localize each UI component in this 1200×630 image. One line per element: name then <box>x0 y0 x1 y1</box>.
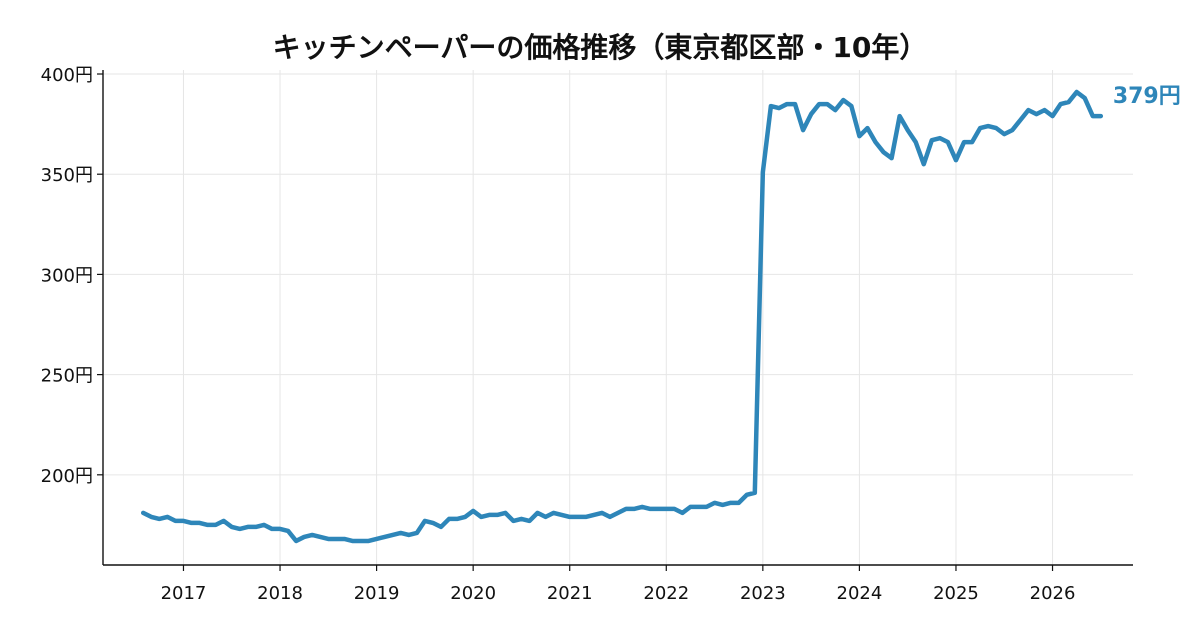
axes <box>102 70 1133 566</box>
x-tick-label: 2022 <box>643 583 689 604</box>
x-tick-label: 2026 <box>1030 583 1076 604</box>
x-tick-label: 2023 <box>740 583 786 604</box>
series <box>140 89 1104 544</box>
grid <box>103 70 1133 565</box>
y-tick-label: 350円 <box>41 165 93 186</box>
x-tick-label: 2021 <box>547 583 593 604</box>
x-tick-label: 2018 <box>257 583 303 604</box>
x-tick-label: 2017 <box>161 583 207 604</box>
y-tick-label: 250円 <box>41 366 93 387</box>
y-axis-ticks: 200円 250円 300円 350円 400円 <box>41 65 103 487</box>
series-line <box>140 89 1104 544</box>
chart-title: キッチンペーパーの価格推移（東京都区部・10年） <box>273 31 928 64</box>
y-tick-label: 400円 <box>41 65 93 86</box>
x-tick-label: 2019 <box>354 583 400 604</box>
end-value-label: 379円 <box>1113 84 1181 109</box>
x-tick-label: 2025 <box>933 583 979 604</box>
x-tick-label: 2024 <box>837 583 883 604</box>
y-tick-label: 300円 <box>41 265 93 286</box>
x-axis-ticks: 2017 2018 2019 2020 2021 2022 2023 2024 2025 2026 <box>161 565 1076 604</box>
y-tick-label: 200円 <box>41 466 93 487</box>
x-tick-label: 2020 <box>450 583 496 604</box>
